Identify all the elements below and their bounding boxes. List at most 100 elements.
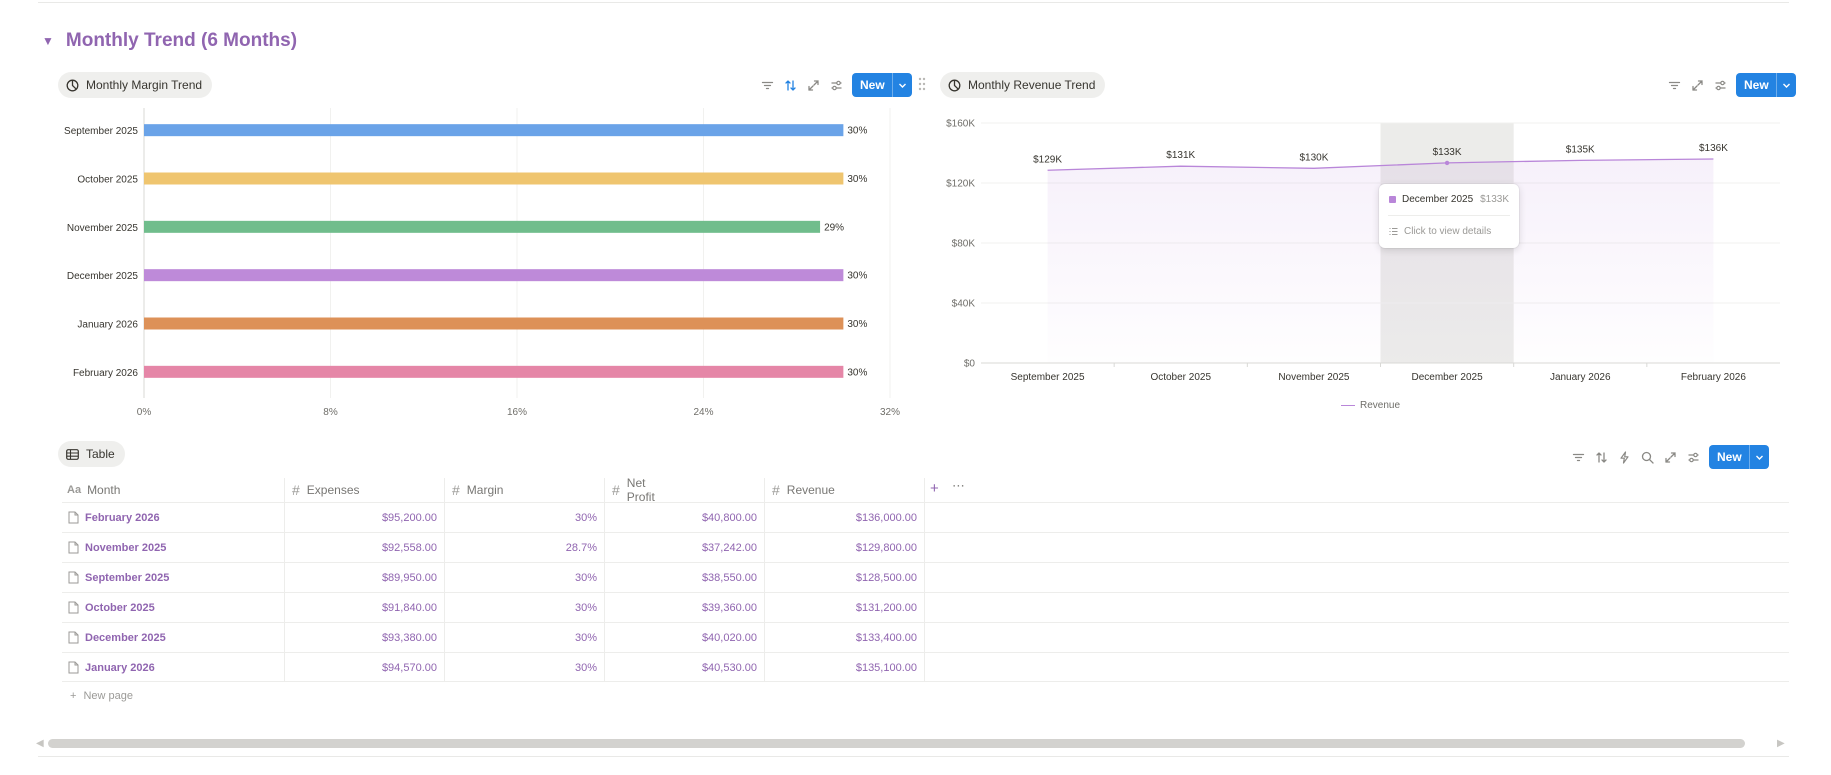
new-button[interactable]: New	[852, 73, 912, 97]
margin-cell[interactable]: 30%	[574, 631, 597, 644]
margin-cell[interactable]: 30%	[574, 511, 597, 524]
number-type-icon: #	[452, 482, 460, 498]
view-details-link[interactable]: Click to view details	[1389, 226, 1491, 237]
filter-icon[interactable]	[1571, 450, 1586, 465]
column-header-margin[interactable]: # Margin	[452, 478, 503, 502]
view-tab-revenue-trend[interactable]: Monthly Revenue Trend	[940, 72, 1106, 98]
automation-lightning-icon[interactable]	[1617, 450, 1632, 465]
month-cell[interactable]: November 2025	[68, 533, 166, 562]
settings-sliders-icon[interactable]	[829, 78, 844, 93]
expenses-cell[interactable]: $91,840.00	[381, 601, 437, 614]
revenue-cell[interactable]: $129,800.00	[855, 541, 917, 554]
chevron-down-icon[interactable]	[891, 73, 912, 97]
month-cell[interactable]: October 2025	[68, 593, 155, 622]
view-tab-table[interactable]: Table	[58, 441, 125, 467]
chevron-down-icon[interactable]	[1775, 73, 1796, 97]
net-profit-cell[interactable]: $40,800.00	[701, 511, 757, 524]
expenses-cell[interactable]: $94,570.00	[381, 661, 437, 674]
x-tick-label: 8%	[323, 407, 338, 418]
add-column-plus-icon[interactable]: +	[930, 480, 939, 497]
bar-november-2025	[144, 220, 821, 233]
new-page-button[interactable]: + New page	[70, 690, 133, 702]
expenses-cell[interactable]: $92,558.00	[381, 541, 437, 554]
new-button[interactable]: New	[1709, 445, 1769, 469]
filter-icon[interactable]	[760, 78, 775, 93]
more-options-icon[interactable]: ⋯	[952, 478, 966, 493]
expand-icon[interactable]	[1690, 78, 1705, 93]
new-page-label: New page	[83, 690, 133, 702]
month-name: September 2025	[85, 571, 170, 584]
column-header-expenses[interactable]: # Expenses	[292, 478, 360, 502]
table-row[interactable]: September 2025 $89,950.00 30% $38,550.00…	[62, 562, 1789, 592]
caret-down-icon[interactable]: ▼	[42, 34, 54, 48]
month-name: December 2025	[85, 631, 166, 644]
cell-divider	[924, 563, 925, 592]
table-row[interactable]: January 2026 $94,570.00 30% $40,530.00 $…	[62, 652, 1789, 682]
chart-legend[interactable]: Revenue	[1341, 400, 1400, 411]
drag-handle-icon[interactable]	[918, 77, 926, 96]
net-profit-cell[interactable]: $40,020.00	[701, 631, 757, 644]
column-header-month[interactable]: Aa Month	[67, 478, 120, 502]
expand-icon[interactable]	[1663, 450, 1678, 465]
x-tick-label: 24%	[693, 407, 713, 418]
margin-cell[interactable]: 30%	[574, 601, 597, 614]
cell-divider	[284, 503, 285, 532]
new-button[interactable]: New	[1736, 73, 1796, 97]
horizontal-scrollbar[interactable]	[48, 739, 1745, 748]
section-toggle[interactable]: ▼ Monthly Trend (6 Months)	[42, 30, 297, 52]
month-cell[interactable]: January 2026	[68, 653, 155, 682]
chart-tooltip: December 2025 $133K Click to view detail…	[1379, 184, 1519, 248]
scroll-right-arrow-icon[interactable]: ▶	[1777, 738, 1785, 749]
margin-cell[interactable]: 30%	[574, 571, 597, 584]
expenses-cell[interactable]: $93,380.00	[381, 631, 437, 644]
table-row[interactable]: November 2025 $92,558.00 28.7% $37,242.0…	[62, 532, 1789, 562]
revenue-line-chart[interactable]: $0 $40K $80K $120K $160K September 2025 Octobe…	[935, 108, 1785, 398]
sort-icon[interactable]	[1594, 450, 1609, 465]
scroll-left-arrow-icon[interactable]: ◀	[36, 738, 44, 749]
revenue-cell[interactable]: $128,500.00	[855, 571, 917, 584]
search-icon[interactable]	[1640, 450, 1655, 465]
revenue-cell[interactable]: $136,000.00	[855, 511, 917, 524]
expenses-cell[interactable]: $95,200.00	[381, 511, 437, 524]
revenue-cell[interactable]: $135,100.00	[855, 661, 917, 674]
tooltip-divider	[1388, 215, 1510, 216]
x-tick-label: 16%	[507, 407, 527, 418]
chevron-down-icon[interactable]	[1748, 445, 1769, 469]
expenses-cell[interactable]: $89,950.00	[381, 571, 437, 584]
revenue-cell[interactable]: $133,400.00	[855, 631, 917, 644]
settings-sliders-icon[interactable]	[1713, 78, 1728, 93]
net-profit-cell[interactable]: $40,530.00	[701, 661, 757, 674]
cell-divider	[604, 593, 605, 622]
legend-label: Revenue	[1360, 400, 1401, 411]
column-header-revenue[interactable]: # Revenue	[772, 478, 835, 502]
margin-bar-chart[interactable]: 0% 8% 16% 24% 32% September 2025 30% October 20…	[50, 108, 910, 418]
revenue-cell[interactable]: $131,200.00	[855, 601, 917, 614]
list-icon	[1389, 228, 1398, 235]
table-row[interactable]: February 2026 $95,200.00 30% $40,800.00 …	[62, 502, 1789, 532]
sort-icon[interactable]	[783, 78, 798, 93]
month-cell[interactable]: September 2025	[68, 563, 169, 592]
column-divider	[284, 478, 285, 502]
filter-icon[interactable]	[1667, 78, 1682, 93]
net-profit-cell[interactable]: $37,242.00	[701, 541, 757, 554]
month-cell[interactable]: February 2026	[68, 503, 160, 532]
net-profit-cell[interactable]: $39,360.00	[701, 601, 757, 614]
y-tick-label: $0	[964, 359, 976, 370]
net-profit-cell[interactable]: $38,550.00	[701, 571, 757, 584]
column-divider	[444, 478, 445, 502]
cell-divider	[764, 533, 765, 562]
view-tab-margin-trend[interactable]: Monthly Margin Trend	[58, 72, 213, 98]
expand-icon[interactable]	[806, 78, 821, 93]
data-value-label: $136K	[1699, 143, 1728, 154]
y-category-label: October 2025	[77, 175, 138, 186]
data-value-label: $129K	[1033, 154, 1062, 165]
table-row[interactable]: December 2025 $93,380.00 30% $40,020.00 …	[62, 622, 1789, 652]
margin-cell[interactable]: 30%	[574, 661, 597, 674]
column-header-net-profit[interactable]: # Net Profit	[612, 476, 655, 504]
margin-cell[interactable]: 28.7%	[565, 541, 597, 554]
settings-sliders-icon[interactable]	[1686, 450, 1701, 465]
table-row[interactable]: October 2025 $91,840.00 30% $39,360.00 $…	[62, 592, 1789, 622]
month-cell[interactable]: December 2025	[68, 623, 166, 652]
month-name: October 2025	[85, 601, 155, 614]
series-swatch	[1389, 196, 1396, 203]
